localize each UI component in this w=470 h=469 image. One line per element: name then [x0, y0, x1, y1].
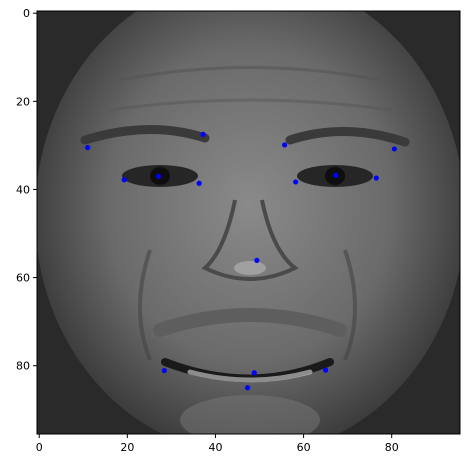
- keypoint-marker: [121, 177, 127, 183]
- face-image: [37, 11, 460, 434]
- keypoint-marker: [293, 179, 299, 185]
- y-tick-label: 80: [16, 360, 30, 373]
- y-tick-label: 0: [23, 7, 30, 20]
- axis-ticks: 0 20 40 60 80 0 20 40 60 80: [16, 7, 399, 454]
- keypoint-marker: [333, 172, 339, 178]
- x-tick-label: 40: [208, 441, 222, 454]
- keypoint-marker: [373, 175, 379, 181]
- keypoint-marker: [196, 180, 202, 186]
- keypoint-marker: [282, 142, 288, 148]
- axes-frame: [36, 10, 461, 435]
- x-tick-label: 20: [120, 441, 134, 454]
- keypoint-marker: [251, 370, 257, 376]
- keypoint-marker: [161, 367, 167, 374]
- x-tick-label: 60: [297, 441, 311, 454]
- keypoint-marker: [200, 131, 206, 137]
- keypoint-marker: [323, 367, 329, 373]
- y-tick-label: 20: [16, 95, 30, 108]
- keypoint-marker: [245, 385, 251, 391]
- keypoint-marker: [156, 173, 162, 179]
- keypoint-marker: [254, 257, 260, 263]
- keypoint-markers: [85, 131, 397, 391]
- y-tick-label: 40: [16, 183, 30, 196]
- x-tick-label: 0: [36, 441, 43, 454]
- keypoint-marker: [85, 144, 91, 151]
- y-tick-label: 60: [16, 272, 30, 285]
- x-tick-label: 80: [385, 441, 399, 454]
- keypoint-marker: [391, 146, 397, 152]
